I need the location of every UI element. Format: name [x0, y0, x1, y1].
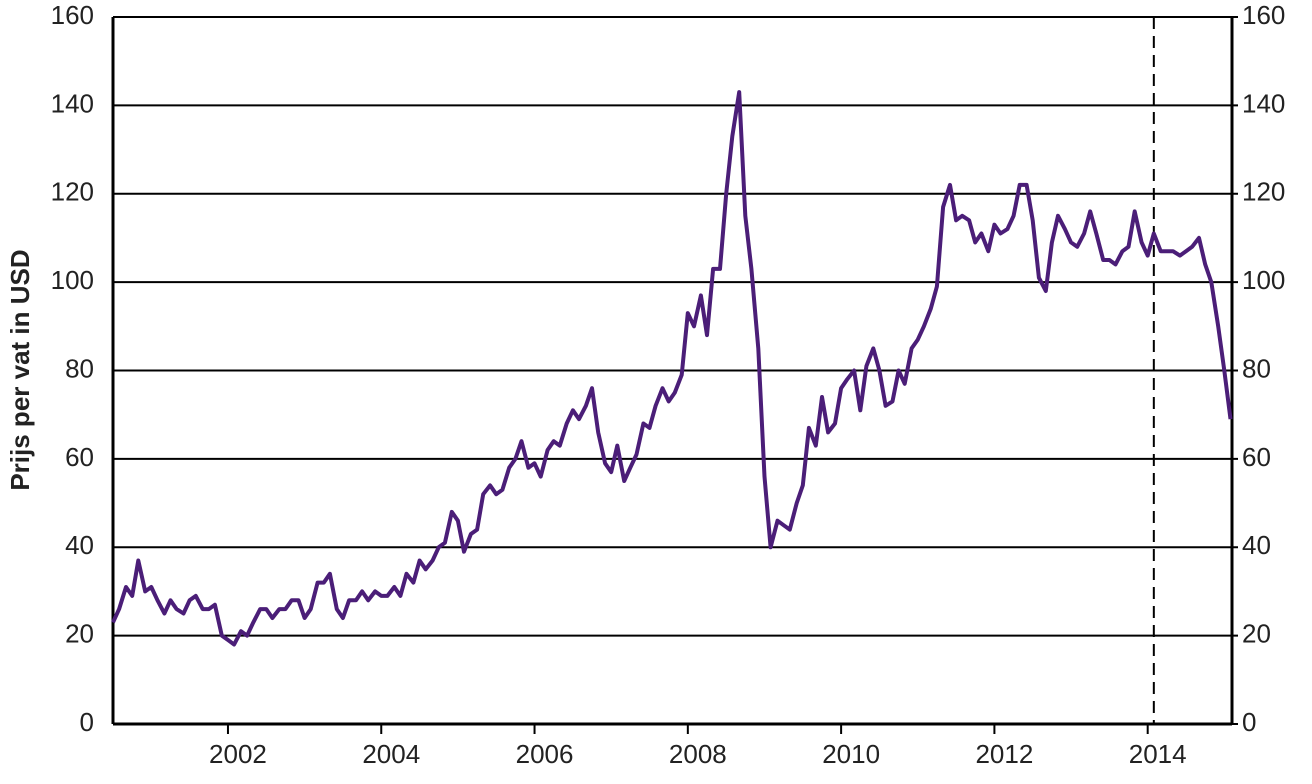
data-line [111, 90, 1233, 647]
y-tick-label: 100 [51, 265, 94, 295]
y2-tick-label: 0 [1242, 707, 1256, 737]
y2-tick-label: 160 [1242, 0, 1285, 30]
y2-tick-label: 20 [1242, 619, 1271, 649]
y-tick-label: 40 [65, 530, 94, 560]
x-tick-label: 2004 [362, 739, 420, 769]
y-tick-label: 140 [51, 88, 94, 118]
y2-tick-label: 140 [1242, 88, 1285, 118]
y2-tick-label: 120 [1242, 177, 1285, 207]
x-tick-label: 2012 [975, 739, 1033, 769]
y2-tick-label: 60 [1242, 442, 1271, 472]
x-tick-label: 2002 [209, 739, 267, 769]
y2-tick-label: 100 [1242, 265, 1285, 295]
x-tick-label: 2014 [1129, 739, 1187, 769]
y-tick-label: 160 [51, 0, 94, 30]
y-tick-label: 0 [80, 707, 94, 737]
y2-tick-label: 80 [1242, 353, 1271, 383]
y-tick-label: 80 [65, 353, 94, 383]
y2-tick-label: 40 [1242, 530, 1271, 560]
y-axis-label: Prijs per vat in USD [5, 249, 35, 490]
x-tick-label: 2006 [516, 739, 574, 769]
y-tick-label: 120 [51, 177, 94, 207]
y-tick-label: 60 [65, 442, 94, 472]
y-tick-label: 20 [65, 619, 94, 649]
x-tick-label: 2008 [669, 739, 727, 769]
x-tick-label: 2010 [822, 739, 880, 769]
